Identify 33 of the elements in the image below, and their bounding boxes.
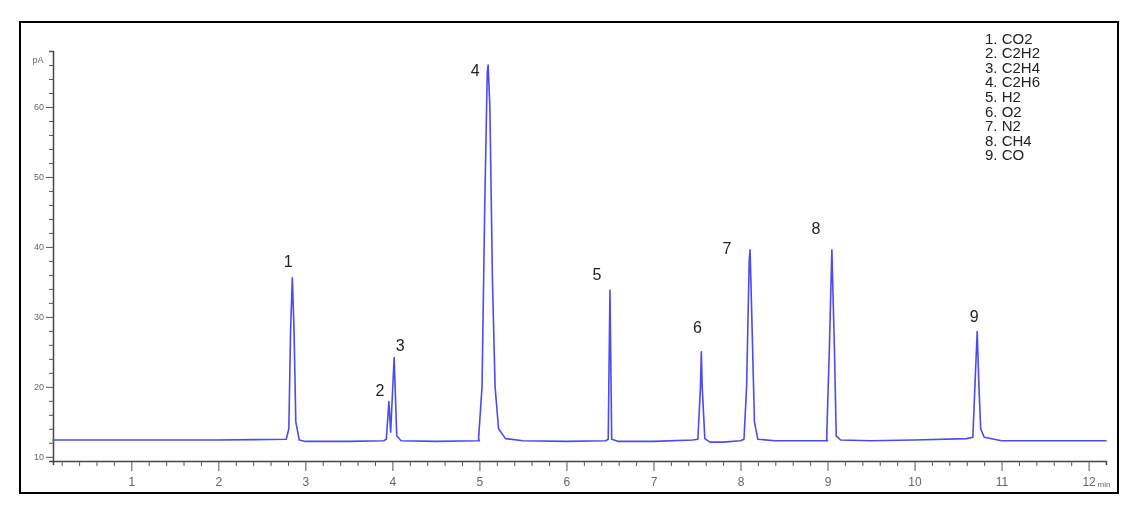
- annotation: 7: [722, 240, 732, 258]
- x-tick-label: 8: [737, 475, 745, 490]
- x-tick-label: 6: [563, 475, 571, 490]
- annotation: 1: [283, 253, 293, 271]
- y-tick-label: 20: [33, 382, 44, 393]
- x-tick-label: 4: [389, 475, 397, 490]
- y-tick-label: 10: [33, 452, 44, 463]
- x-tick-label: 10: [908, 475, 923, 490]
- x-tick-label: 11: [995, 475, 1009, 490]
- x-tick-label: 2: [215, 475, 223, 490]
- y-tick-label: 30: [33, 312, 44, 323]
- x-tick-label: 12: [1082, 475, 1097, 490]
- line-series: [52, 64, 1107, 443]
- x-tick-label: 5: [476, 475, 484, 490]
- y-tick-label: 60: [33, 102, 44, 113]
- x-tick-label: 9: [824, 475, 832, 490]
- text: 1. CO2: [985, 29, 1033, 47]
- x-tick-label: 1: [128, 475, 136, 490]
- annotation: 6. O2: [985, 102, 1022, 120]
- annotation: 6: [692, 319, 702, 337]
- annotation: 4: [470, 62, 480, 80]
- x-axis-title: min: [1097, 480, 1111, 489]
- x-tick-label: 7: [650, 475, 658, 490]
- annotation: 2: [375, 382, 385, 400]
- y-tick-label: 50: [33, 172, 44, 183]
- annotation: 9. CO: [985, 146, 1025, 164]
- annotation: 3: [395, 336, 405, 354]
- y-tick-label: 40: [33, 242, 44, 253]
- y-axis-title: pA: [32, 55, 44, 65]
- annotation: 5: [592, 265, 602, 283]
- x-tick-label: 3: [302, 475, 310, 490]
- annotation: 8: [811, 220, 821, 238]
- annotation: 9: [969, 308, 979, 326]
